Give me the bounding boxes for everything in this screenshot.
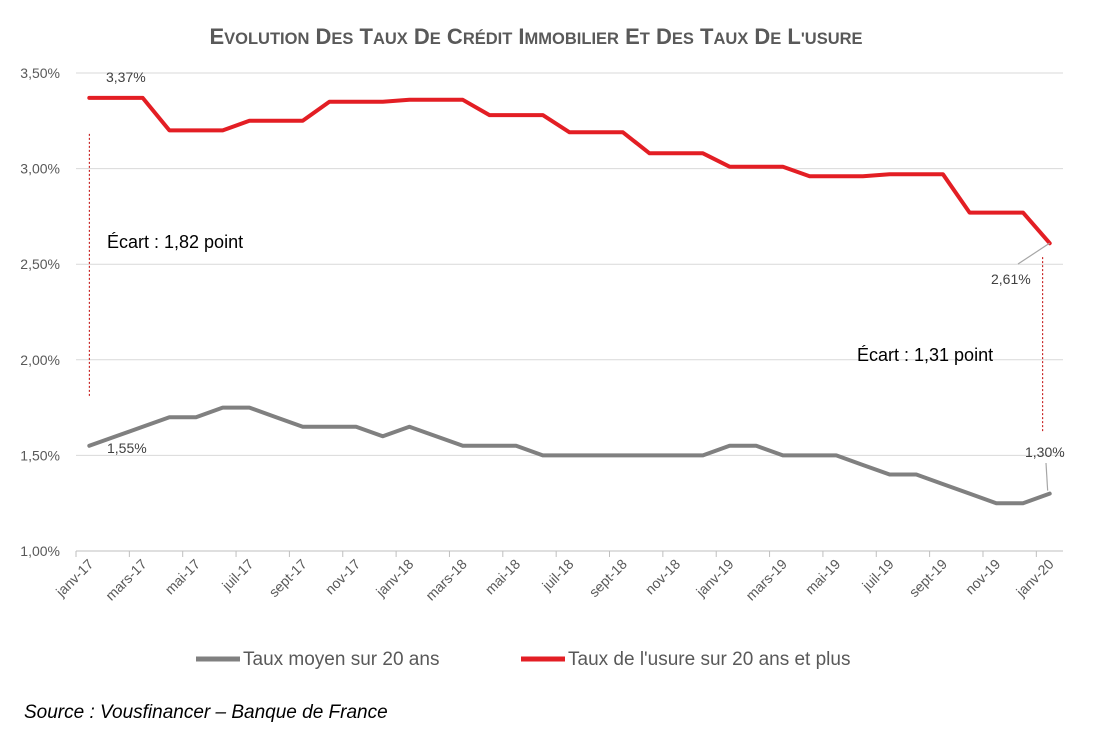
x-axis: janv-17 mars-17 mai-17 juil-17 sept-17 nov-17… [52, 551, 1057, 603]
title-glyph: L [781, 24, 801, 49]
gridlines [76, 72, 1063, 552]
legend-item-usure: Taux de l'usure sur 20 ans et plus [521, 649, 850, 670]
gap-indicators [88, 133, 1044, 432]
title-glyph: AUX [373, 30, 408, 48]
x-tick-label: sept-17 [266, 556, 310, 600]
source-note: Source : Vousfinancer – Banque de France [24, 702, 388, 723]
x-tick-label: mai-17 [162, 556, 204, 598]
x-tick-label: mars-17 [102, 556, 150, 604]
x-tick-label: mars-19 [742, 556, 790, 604]
title-glyph: T [694, 24, 714, 49]
x-tick-label: nov-18 [642, 556, 684, 598]
title-glyph: D [748, 24, 770, 49]
y-tick-label: 1,00% [20, 543, 60, 559]
x-tick-label: janv-19 [692, 556, 737, 601]
title-glyph: I [512, 24, 524, 49]
title-glyph: MMOBILIER [525, 30, 619, 48]
leader-line-moyen-end [1045, 462, 1049, 491]
title-glyph: D [408, 24, 430, 49]
y-tick-label: 3,00% [20, 161, 60, 177]
title-glyph: ES [672, 30, 694, 48]
legend-label-usure: Taux de l'usure sur 20 ans et plus [568, 649, 850, 670]
title-glyph: E [430, 30, 441, 48]
data-label-moyen-end: 1,30% [1025, 444, 1065, 460]
x-tick-label: sept-18 [586, 556, 630, 600]
y-tick-label: 3,50% [20, 65, 60, 81]
title-glyph: RÉDIT [463, 29, 513, 48]
x-tick-label: juil-18 [538, 556, 577, 595]
data-labels: 3,37% 2,61% 1,55% 1,30% [106, 69, 1065, 491]
y-tick-label: 2,50% [20, 256, 60, 272]
annotation-gap-start: Écart : 1,82 point [107, 232, 243, 252]
title-glyph: ES [331, 30, 353, 48]
title-glyph: D [650, 24, 672, 49]
x-tick-label: janv-20 [1012, 556, 1057, 601]
series-line-moyen [87, 405, 1052, 506]
data-label-moyen-start: 1,55% [107, 440, 147, 456]
data-label-usure-start: 3,37% [106, 69, 146, 85]
title-glyph: AUX [713, 30, 748, 48]
series-line-usure [87, 95, 1052, 246]
legend-label-moyen: Taux moyen sur 20 ans [243, 649, 439, 670]
x-tick-label: juil-17 [218, 556, 257, 595]
title-glyph: D [309, 24, 331, 49]
chart-title: EVOLUTION DES TAUX DE CRÉDIT IMMOBILIER … [209, 24, 862, 49]
series-group [87, 95, 1052, 506]
title-glyph: C [441, 24, 463, 49]
title-glyph: T [353, 24, 373, 49]
x-tick-label: janv-17 [52, 556, 97, 601]
title-glyph: T [640, 30, 650, 48]
x-tick-label: mai-19 [802, 556, 844, 598]
title-glyph: 'USURE [801, 30, 863, 48]
title-glyph: E [770, 30, 781, 48]
leader-line-usure-end [1017, 242, 1050, 265]
legend-item-moyen: Taux moyen sur 20 ans [196, 649, 439, 670]
annotation-gap-end: Écart : 1,31 point [857, 345, 993, 365]
title-glyph: VOLUTION [224, 30, 309, 48]
x-tick-label: nov-17 [322, 556, 364, 598]
x-tick-label: nov-19 [962, 556, 1004, 598]
x-tick-label: mai-18 [482, 556, 524, 598]
x-tick-label: janv-18 [372, 556, 417, 601]
x-tick-label: mars-18 [422, 556, 470, 604]
title-glyph: E [619, 24, 640, 49]
y-tick-label: 2,00% [20, 352, 60, 368]
title-glyph: E [209, 24, 224, 49]
x-tick-label: juil-19 [858, 556, 897, 595]
data-label-usure-end: 2,61% [991, 271, 1031, 287]
legend: Taux moyen sur 20 ans Taux de l'usure su… [196, 649, 850, 670]
y-axis: 1,00% 1,50% 2,00% 2,50% 3,00% 3,50% [20, 65, 60, 559]
y-tick-label: 1,50% [20, 447, 60, 463]
x-tick-label: sept-19 [906, 556, 950, 600]
